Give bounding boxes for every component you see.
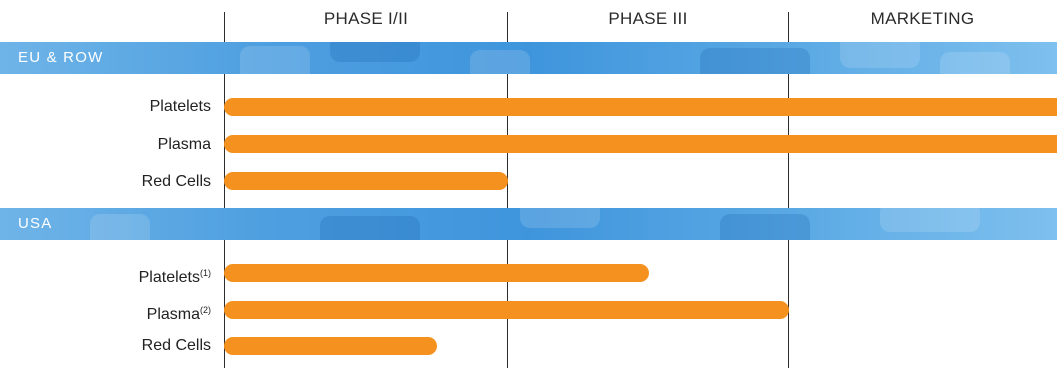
- footnote-marker: (2): [200, 305, 211, 315]
- band-decoration: [320, 216, 420, 240]
- footnote-marker: (1): [200, 268, 211, 278]
- band-decoration: [520, 208, 600, 228]
- band-decoration: [90, 214, 150, 240]
- row-label-eu-plasma: Plasma: [157, 136, 211, 153]
- progress-bar-eu-plasma: [224, 135, 1057, 153]
- band-decoration: [840, 42, 920, 68]
- phase-divider-1: [507, 12, 508, 42]
- band-decoration: [240, 46, 310, 74]
- progress-bar-eu-red-cells: [224, 172, 508, 190]
- phase-header-marketing: MARKETING: [870, 9, 975, 28]
- band-decoration: [470, 50, 530, 74]
- band-decoration: [720, 214, 810, 240]
- progress-bar-usa-plasma: [224, 301, 789, 319]
- phase-header-phase-1-2: PHASE I/II: [323, 9, 409, 28]
- region-band-eu-row: EU & ROW: [0, 42, 1057, 74]
- region-band-usa: USA: [0, 208, 1057, 240]
- row-label-eu-platelets: Platelets: [149, 98, 211, 115]
- progress-bar-usa-platelets: [224, 264, 649, 282]
- row-label-usa-platelets: Platelets(1): [138, 268, 211, 286]
- band-decoration: [880, 208, 980, 232]
- row-label-usa-plasma: Plasma(2): [146, 305, 211, 323]
- phase-divider-2: [788, 240, 789, 368]
- band-decoration: [940, 52, 1010, 74]
- row-label-usa-red-cells: Red Cells: [141, 337, 211, 354]
- band-decoration: [700, 48, 810, 74]
- region-label-eu-row: EU & ROW: [18, 49, 104, 66]
- band-decoration: [330, 42, 420, 62]
- progress-bar-eu-platelets: [224, 98, 1057, 116]
- phase-divider-2: [788, 12, 789, 42]
- phase-divider-start: [224, 240, 225, 368]
- region-label-usa: USA: [18, 215, 53, 232]
- phase-divider-start: [224, 12, 225, 42]
- row-label-eu-red-cells: Red Cells: [141, 173, 211, 190]
- progress-bar-usa-red-cells: [224, 337, 437, 355]
- phase-header-phase-3: PHASE III: [608, 9, 688, 28]
